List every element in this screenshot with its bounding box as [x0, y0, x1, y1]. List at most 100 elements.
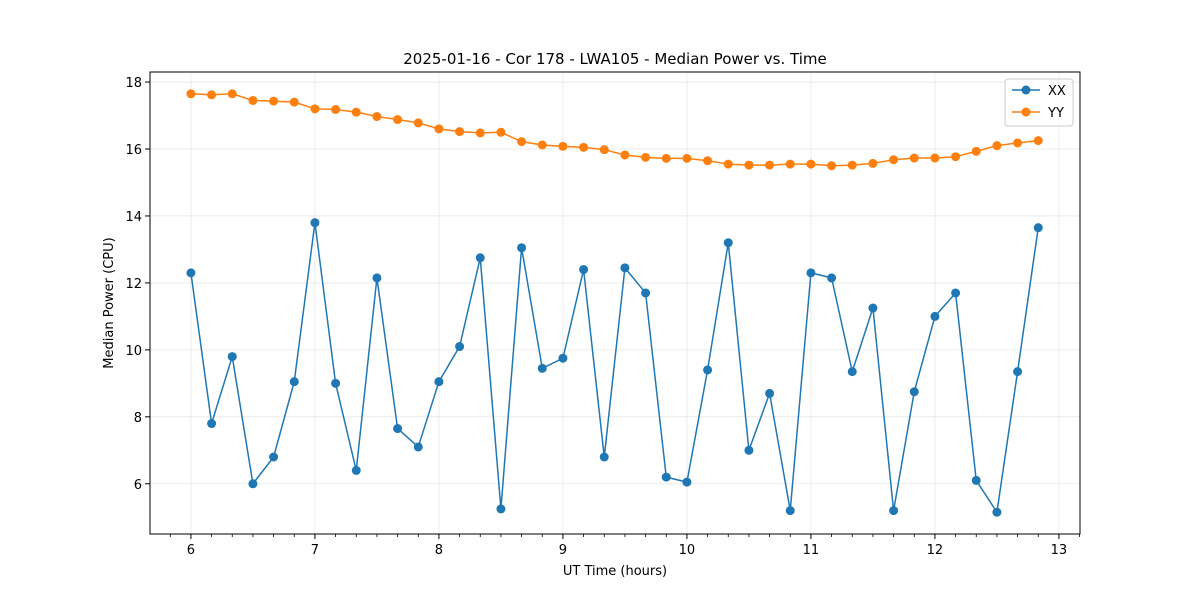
y-tick-label: 6 [134, 478, 142, 493]
legend: XX YY [1004, 78, 1074, 127]
plot-frame [149, 71, 1081, 535]
data-point-yy [1013, 138, 1023, 148]
y-axis-label: Median Power (CPU) [102, 237, 117, 368]
x-axis-label: UT Time (hours) [563, 564, 667, 579]
data-point-xx [703, 365, 713, 375]
data-point-xx [785, 506, 795, 516]
data-point-yy [475, 128, 485, 138]
data-point-yy [641, 152, 651, 162]
data-point-xx [558, 353, 568, 363]
data-point-xx [248, 479, 258, 489]
data-point-yy [579, 142, 589, 152]
data-point-yy [847, 160, 857, 170]
data-point-xx [351, 465, 361, 475]
x-tick-label: 6 [187, 543, 195, 558]
data-point-yy [951, 152, 961, 162]
data-point-xx [1013, 367, 1023, 377]
data-point-yy [1033, 136, 1043, 146]
x-tick-label: 12 [927, 543, 944, 558]
data-point-yy [372, 112, 382, 122]
data-point-yy [827, 161, 837, 171]
x-tick-label: 13 [1051, 543, 1068, 558]
data-point-xx [889, 506, 899, 516]
x-tick-label: 8 [435, 543, 443, 558]
y-tick-label: 10 [125, 344, 142, 359]
data-point-yy [723, 159, 733, 169]
data-point-xx [661, 472, 671, 482]
data-point-xx [1033, 223, 1043, 233]
data-point-xx [455, 342, 465, 352]
data-point-yy [248, 95, 258, 105]
y-axis-ticks: 6 8 10 12 14 16 18 [125, 76, 150, 493]
data-point-yy [455, 127, 465, 137]
data-point-xx [951, 288, 961, 298]
y-tick-label: 14 [125, 210, 142, 225]
data-point-yy [703, 156, 713, 166]
data-point-yy [889, 155, 899, 165]
data-point-xx [496, 504, 506, 514]
data-point-yy [806, 159, 816, 169]
data-point-xx [909, 387, 919, 397]
data-point-xx [517, 243, 527, 253]
data-point-xx [847, 367, 857, 377]
series-layer [186, 89, 1043, 517]
data-point-xx [331, 378, 341, 388]
data-point-xx [723, 238, 733, 248]
data-point-yy [661, 153, 671, 163]
data-point-xx [269, 452, 279, 462]
data-point-xx [186, 268, 196, 278]
data-point-yy [558, 141, 568, 151]
data-point-xx [475, 253, 485, 263]
data-point-xx [393, 424, 403, 434]
data-point-xx [641, 288, 651, 298]
data-point-yy [393, 115, 403, 125]
data-point-yy [496, 127, 506, 137]
series-line-xx [190, 221, 1039, 513]
data-point-yy [413, 118, 423, 128]
data-point-xx [413, 442, 423, 452]
data-point-yy [289, 97, 299, 107]
data-point-yy [331, 105, 341, 114]
data-point-yy [682, 153, 692, 163]
x-tick-label: 9 [559, 543, 567, 558]
data-point-xx [806, 268, 816, 278]
data-point-yy [227, 89, 237, 99]
data-point-xx [971, 475, 981, 485]
data-point-xx [289, 377, 299, 387]
data-point-xx [744, 445, 754, 455]
data-point-yy [930, 153, 940, 163]
data-point-xx [827, 273, 837, 283]
data-point-xx [227, 352, 237, 362]
data-point-xx [620, 263, 630, 273]
data-point-yy [537, 140, 547, 150]
data-point-yy [971, 146, 981, 156]
data-point-yy [269, 96, 279, 106]
chart-title: 2025-01-16 - Cor 178 - LWA105 - Median P… [403, 50, 827, 68]
x-tick-label: 11 [803, 543, 820, 558]
data-point-yy [351, 107, 361, 117]
x-tick-label: 7 [311, 543, 319, 558]
legend-label-xx: XX [1048, 84, 1066, 99]
data-point-yy [909, 153, 919, 163]
data-point-yy [868, 158, 878, 168]
data-point-yy [310, 104, 320, 114]
x-axis-ticks: 6 7 8 9 10 11 12 13 [169, 534, 1080, 558]
data-point-xx [599, 452, 609, 462]
data-point-yy [434, 124, 444, 134]
legend-marker-xx [1021, 85, 1031, 95]
data-point-yy [992, 141, 1002, 151]
data-point-xx [765, 388, 775, 398]
legend-label-yy: YY [1047, 106, 1064, 121]
y-tick-label: 8 [134, 411, 142, 426]
data-point-xx [682, 477, 692, 487]
x-tick-label: 10 [679, 543, 696, 558]
data-point-xx [930, 311, 940, 321]
data-point-yy [765, 160, 775, 170]
data-point-xx [868, 303, 878, 313]
data-point-yy [207, 90, 217, 100]
data-point-yy [620, 150, 630, 160]
data-point-xx [207, 419, 217, 429]
data-point-yy [785, 159, 795, 169]
